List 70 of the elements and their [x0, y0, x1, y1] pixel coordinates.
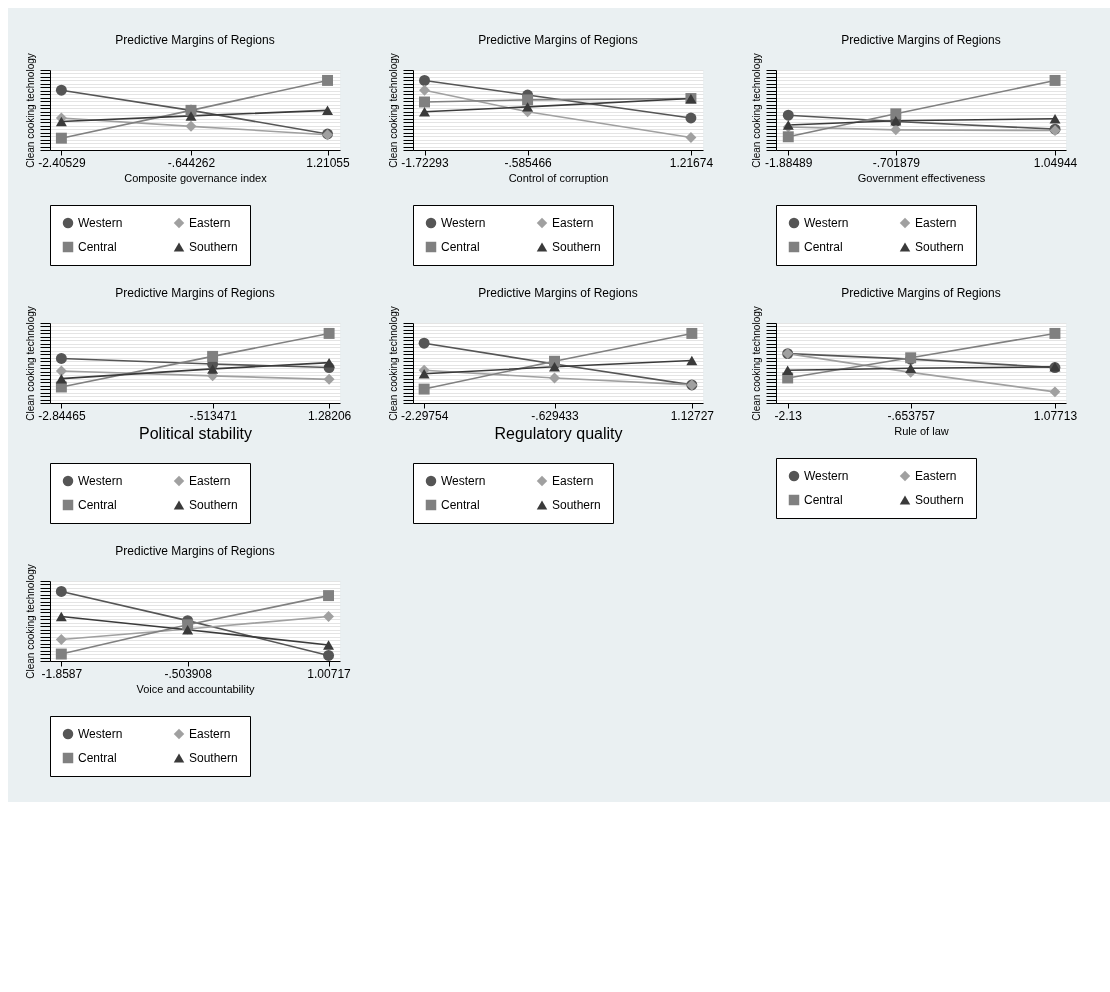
x-tick-label: -.701879 — [872, 155, 921, 170]
legend-label: Eastern — [189, 474, 231, 488]
x-tick-label: 1.04944 — [1033, 155, 1078, 170]
y-axis-title: Clean cooking technology — [751, 53, 762, 168]
legend-label: Southern — [552, 498, 601, 512]
legend-label: Western — [441, 474, 486, 488]
x-tick-label: -1.8587 — [41, 666, 83, 681]
x-tick-label: -2.40529 — [38, 155, 86, 170]
legend-label: Southern — [189, 751, 238, 765]
x-axis-title: Composite governance index — [124, 171, 268, 184]
chart-title: Predictive Margins of Regions — [478, 285, 638, 300]
x-tick-label: 1.07713 — [1033, 408, 1078, 423]
legend-label: Western — [78, 727, 123, 741]
x-tick-label: -1.72293 — [401, 155, 450, 170]
x-tick-label: -.644262 — [167, 155, 216, 170]
x-tick-label: 1.28206 — [307, 408, 352, 423]
y-axis-title: Clean cooking technology — [25, 306, 36, 421]
chart-title: Predictive Margins of Regions — [841, 285, 1001, 300]
x-tick-label: -.503908 — [164, 666, 213, 681]
x-axis-title: Control of corruption — [508, 171, 609, 184]
legend-label: Southern — [189, 240, 238, 254]
y-axis-title: Clean cooking technology — [751, 306, 762, 421]
chart-title: Predictive Margins of Regions — [115, 32, 275, 47]
x-tick-label: -2.29754 — [400, 408, 449, 423]
legend-label: Western — [441, 216, 486, 230]
x-axis-title: Government effectiveness — [857, 171, 986, 184]
legend-label: Western — [804, 216, 849, 230]
x-tick-label: 1.21055 — [306, 155, 351, 170]
legend-label: Central — [78, 751, 117, 765]
chart-title: Predictive Margins of Regions — [115, 285, 275, 300]
y-axis-title: Clean cooking technology — [388, 306, 399, 421]
x-axis-title: Political stability — [139, 424, 252, 442]
legend-label: Western — [78, 216, 123, 230]
legend-label: Eastern — [552, 216, 594, 230]
legend-label: Central — [804, 493, 843, 507]
legend-label: Eastern — [915, 216, 957, 230]
chart-title: Predictive Margins of Regions — [115, 543, 275, 558]
y-axis-title: Clean cooking technology — [388, 53, 399, 168]
legend-label: Eastern — [189, 216, 231, 230]
legend-label: Western — [804, 469, 849, 483]
x-tick-label: -.629433 — [531, 408, 580, 423]
legend-label: Central — [441, 498, 480, 512]
x-tick-label: -1.88489 — [765, 155, 813, 170]
x-tick-label: 1.21674 — [669, 155, 714, 170]
x-axis-title: Regulatory quality — [494, 424, 623, 442]
legend-label: Central — [78, 240, 117, 254]
legend-label: Eastern — [189, 727, 231, 741]
legend-label: Eastern — [552, 474, 594, 488]
x-axis-title: Rule of law — [894, 424, 949, 437]
legend-label: Central — [441, 240, 480, 254]
legend-label: Southern — [189, 498, 238, 512]
x-tick-label: -2.84465 — [38, 408, 86, 423]
y-axis-title: Clean cooking technology — [25, 53, 36, 168]
x-axis-title: Voice and accountability — [136, 682, 256, 695]
chart-title: Predictive Margins of Regions — [478, 32, 638, 47]
legend-label: Eastern — [915, 469, 957, 483]
legend-label: Southern — [552, 240, 601, 254]
x-tick-label: -.513471 — [189, 408, 238, 423]
legend-label: Central — [804, 240, 843, 254]
x-tick-label: -2.13 — [774, 408, 803, 423]
legend-label: Central — [78, 498, 117, 512]
x-tick-label: -.653757 — [887, 408, 936, 423]
y-axis-title: Clean cooking technology — [25, 564, 36, 679]
x-tick-label: -.585466 — [504, 155, 553, 170]
x-tick-label: 1.00717 — [307, 666, 352, 681]
chart-title: Predictive Margins of Regions — [841, 32, 1001, 47]
legend-label: Western — [78, 474, 123, 488]
x-tick-label: 1.12727 — [670, 408, 715, 423]
legend-label: Southern — [915, 493, 964, 507]
legend-label: Southern — [915, 240, 964, 254]
